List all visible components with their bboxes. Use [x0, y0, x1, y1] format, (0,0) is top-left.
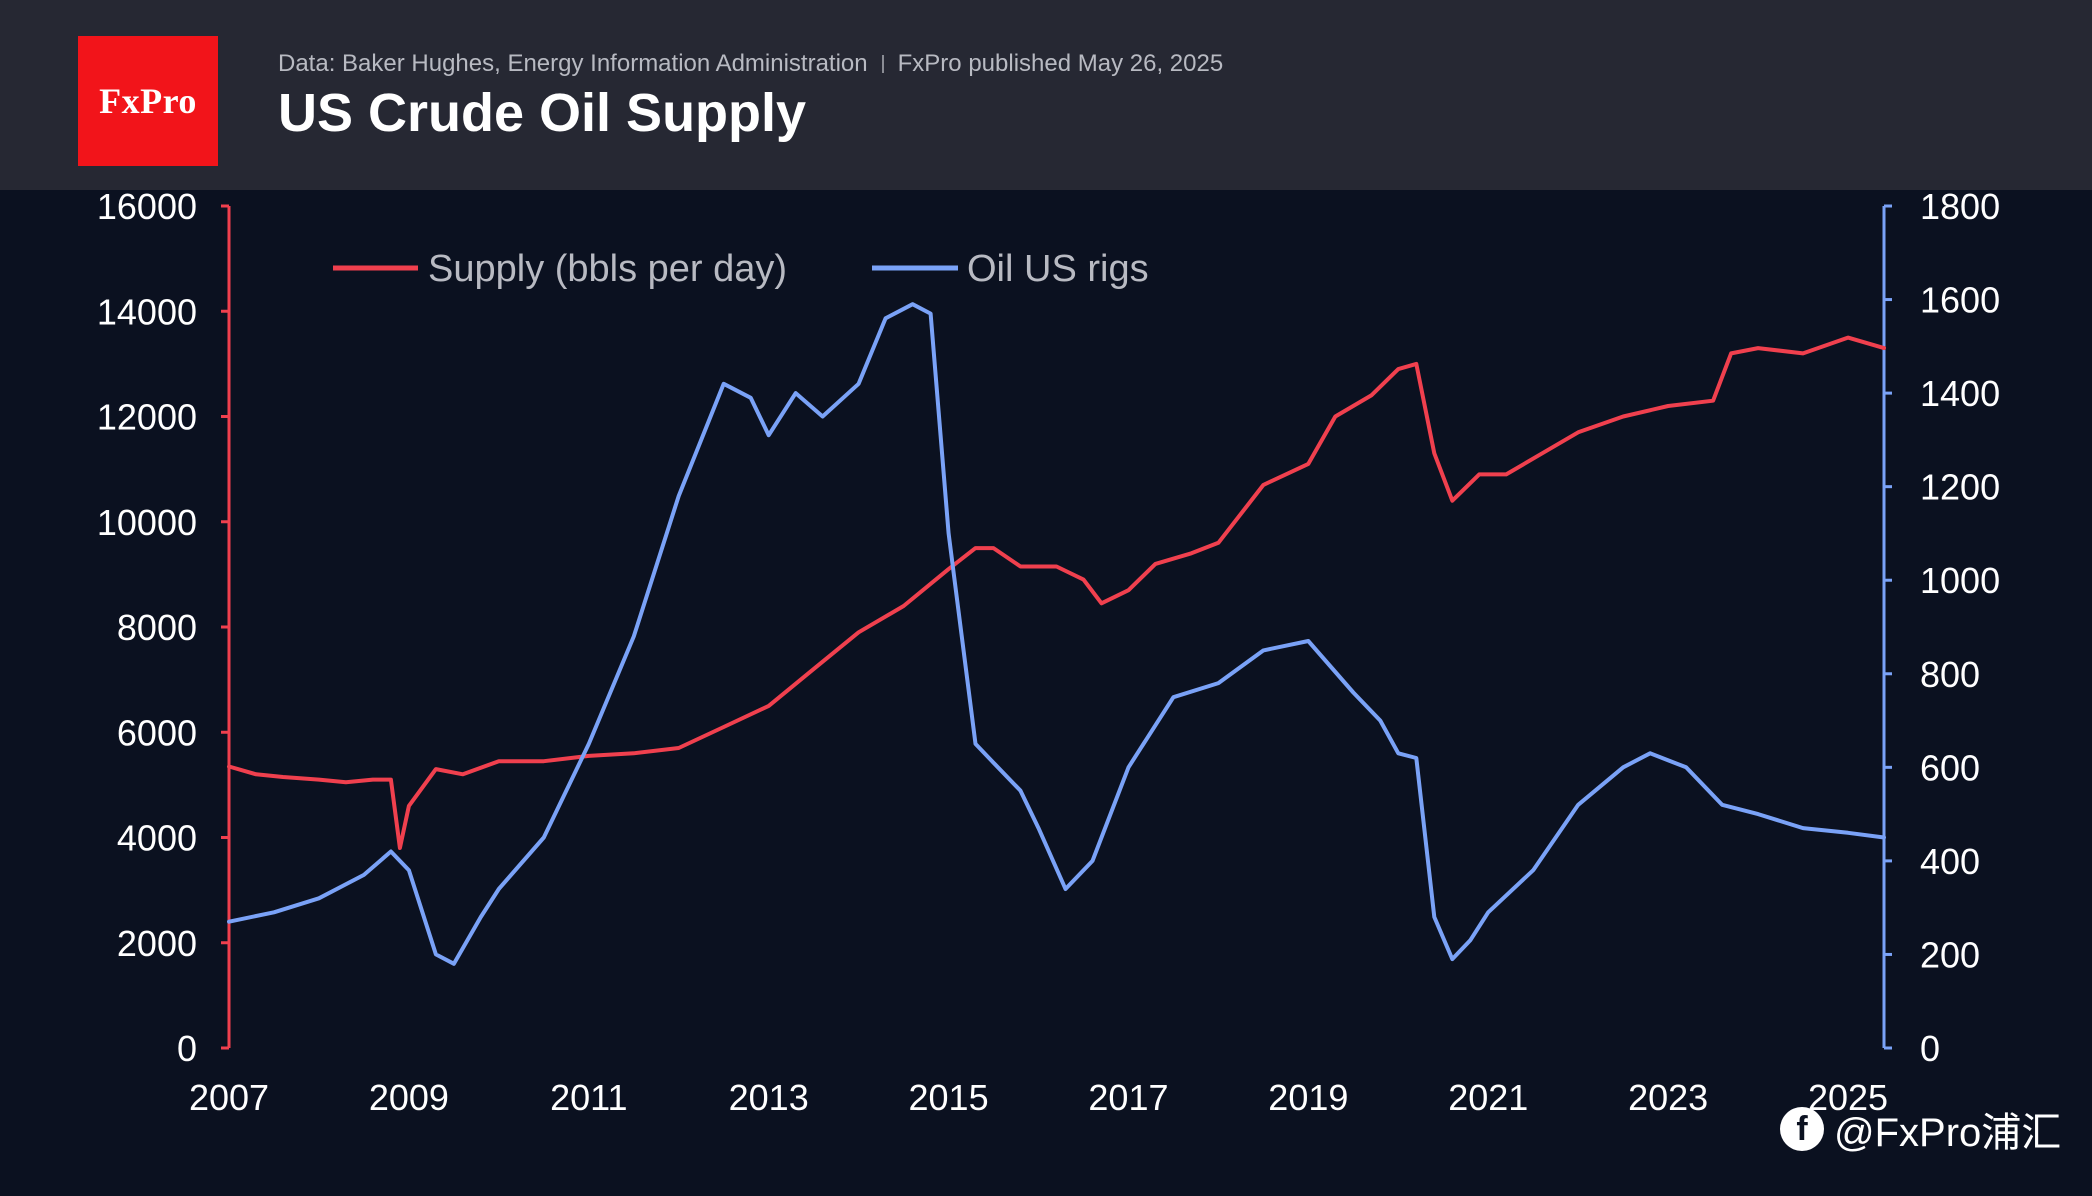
x-axis-tick-label: 2017 [1088, 1077, 1168, 1118]
left-axis-tick-label: 4000 [117, 818, 197, 859]
header-bar: FxPro Data: Baker Hughes, Energy Informa… [0, 0, 2092, 190]
left-axis-tick-label: 2000 [117, 923, 197, 964]
right-axis-tick-label: 600 [1920, 747, 1980, 788]
chart-title: US Crude Oil Supply [278, 83, 807, 143]
watermark: f @FxPro浦汇 [1780, 1104, 2061, 1155]
x-axis-tick-label: 2009 [369, 1077, 449, 1118]
data-source: Data: Baker Hughes, Energy Information A… [278, 50, 868, 77]
left-axis-tick-label: 14000 [97, 291, 197, 332]
right-axis-tick-label: 800 [1920, 654, 1980, 695]
x-axis-tick-label: 2013 [729, 1077, 809, 1118]
publish-date: FxPro published May 26, 2025 [897, 50, 1224, 77]
right-axis-tick-label: 1600 [1920, 280, 2000, 321]
left-axis-tick-label: 0 [177, 1028, 197, 1069]
x-axis-tick-label: 2011 [550, 1077, 627, 1118]
x-axis-tick-label: 2015 [909, 1077, 989, 1118]
right-axis-tick-label: 1800 [1920, 186, 2000, 227]
left-axis-tick-label: 16000 [97, 186, 197, 227]
right-axis-tick-label: 1400 [1920, 373, 2000, 414]
chart-meta: Data: Baker Hughes, Energy Information A… [278, 48, 1223, 80]
right-axis-tick-label: 400 [1920, 841, 1980, 882]
separator [881, 55, 884, 73]
left-axis-tick-label: 10000 [97, 502, 197, 543]
x-axis-tick-label: 2007 [189, 1077, 269, 1118]
facebook-icon: f [1780, 1107, 1824, 1151]
watermark-text: @FxPro浦汇 [1834, 1111, 2062, 1155]
x-axis-tick-label: 2019 [1268, 1077, 1348, 1118]
x-axis-tick-label: 2023 [1628, 1077, 1708, 1118]
fxpro-logo: FxPro [78, 36, 218, 166]
logo-text: FxPro [99, 81, 197, 121]
supply-series-line [227, 335, 1886, 850]
right-axis-tick-label: 1000 [1920, 560, 2000, 601]
x-axis-tick-label: 2025 [1808, 1077, 1888, 1118]
right-axis-tick-label: 200 [1920, 934, 1980, 975]
right-axis-tick-label: 0 [1920, 1028, 1940, 1069]
legend-label-supply: Supply (bbls per day) [428, 248, 787, 290]
legend-label-rigs: Oil US rigs [967, 248, 1149, 290]
rigs-series-line [227, 302, 1886, 966]
left-axis-tick-label: 12000 [97, 397, 197, 438]
left-axis-tick-label: 8000 [117, 607, 197, 648]
left-axis-tick-label: 6000 [117, 712, 197, 753]
x-axis-tick-label: 2021 [1448, 1077, 1528, 1118]
right-axis-tick-label: 1200 [1920, 467, 2000, 508]
